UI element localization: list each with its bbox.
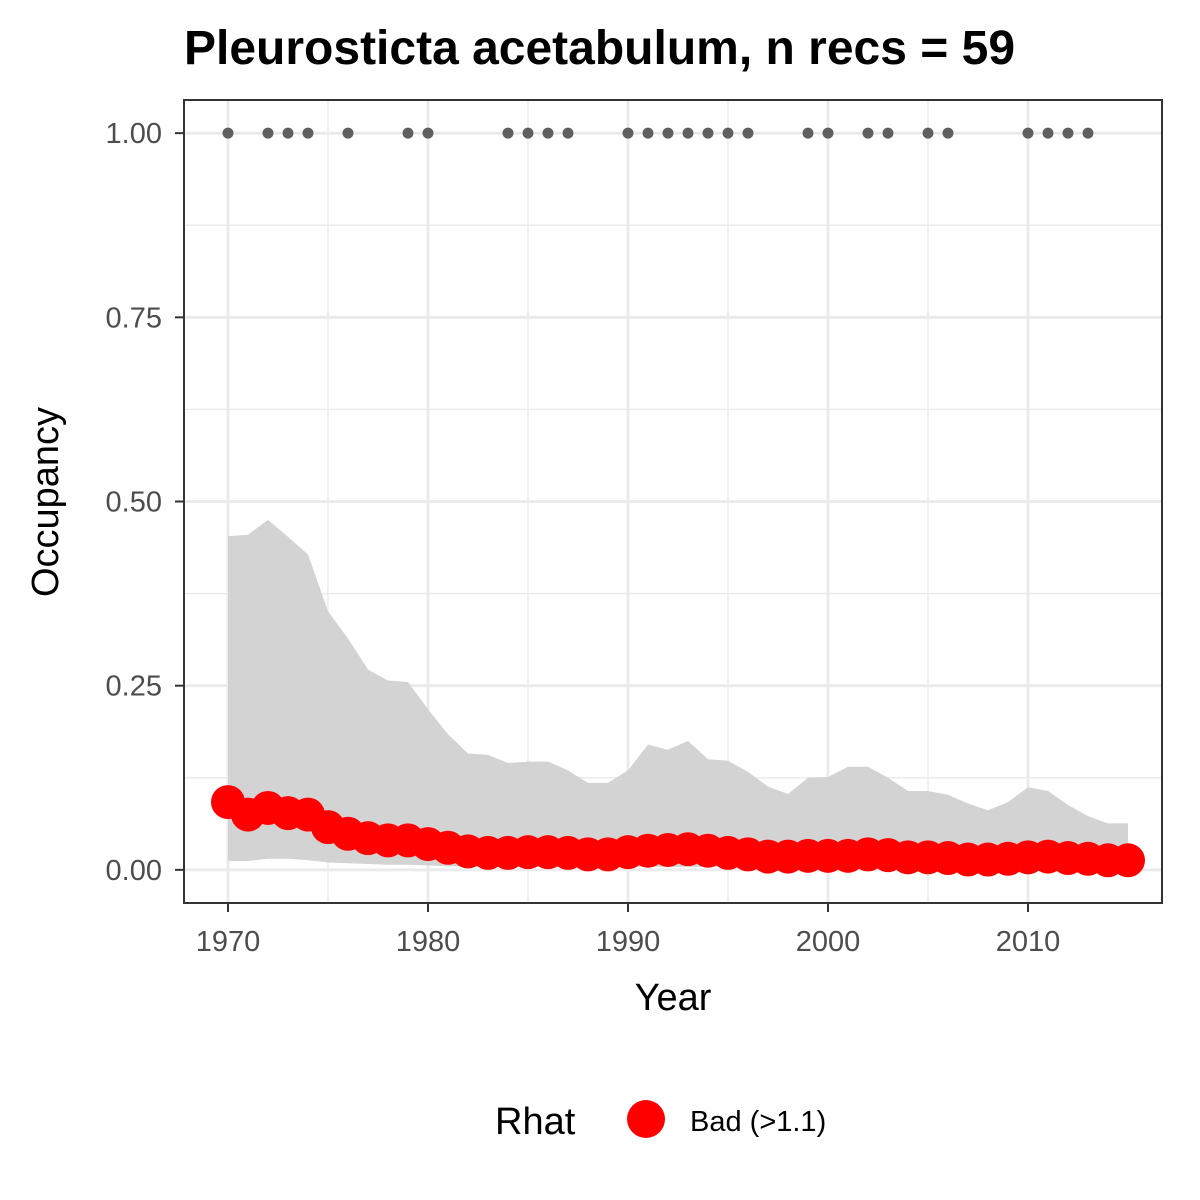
record-point [1042, 127, 1054, 139]
x-axis-ticks: 1970 1980 1990 2000 2010 [196, 903, 1061, 958]
x-tick-label: 2000 [796, 926, 861, 958]
y-tick-label: 0.75 [106, 302, 162, 334]
record-point [662, 127, 674, 139]
record-point [742, 127, 754, 139]
y-tick-label: 1.00 [106, 118, 162, 150]
record-point [342, 127, 354, 139]
legend-key-bad [627, 1100, 665, 1138]
credible-interval-ribbon [228, 519, 1128, 868]
mean-occupancy-series [211, 785, 1145, 878]
record-point [402, 127, 414, 139]
y-axis-ticks: 0.00 0.25 0.50 0.75 1.00 [106, 118, 184, 887]
record-points [222, 127, 1094, 139]
record-point [522, 127, 534, 139]
record-point [222, 127, 234, 139]
record-point [882, 127, 894, 139]
record-point [1082, 127, 1094, 139]
x-tick-label: 1970 [196, 926, 261, 958]
record-point [422, 127, 434, 139]
y-tick-label: 0.50 [106, 487, 162, 519]
record-point [942, 127, 954, 139]
record-point [282, 127, 294, 139]
record-point [862, 127, 874, 139]
record-point [622, 127, 634, 139]
ribbon-area [228, 519, 1128, 868]
legend: Rhat Bad (>1.1) [495, 1100, 826, 1143]
y-tick-label: 0.25 [106, 671, 162, 703]
record-point [562, 127, 574, 139]
record-point [922, 127, 934, 139]
x-tick-label: 1980 [396, 926, 461, 958]
y-axis-title: Occupancy [25, 407, 67, 597]
record-point [802, 127, 814, 139]
record-point [502, 127, 514, 139]
record-point [262, 127, 274, 139]
record-point [682, 127, 694, 139]
record-point [822, 127, 834, 139]
record-point [542, 127, 554, 139]
x-tick-label: 1990 [596, 926, 661, 958]
chart-title: Pleurosticta acetabulum, n recs = 59 [184, 22, 1015, 75]
x-tick-label: 2010 [996, 926, 1061, 958]
mean-point [1111, 843, 1145, 878]
y-tick-label: 0.00 [106, 855, 162, 887]
legend-label-bad: Bad (>1.1) [690, 1106, 826, 1138]
record-point [1062, 127, 1074, 139]
legend-title: Rhat [495, 1101, 576, 1143]
record-point [642, 127, 654, 139]
record-point [302, 127, 314, 139]
record-point [722, 127, 734, 139]
record-point [702, 127, 714, 139]
record-point [1022, 127, 1034, 139]
x-axis-title: Year [635, 977, 712, 1019]
